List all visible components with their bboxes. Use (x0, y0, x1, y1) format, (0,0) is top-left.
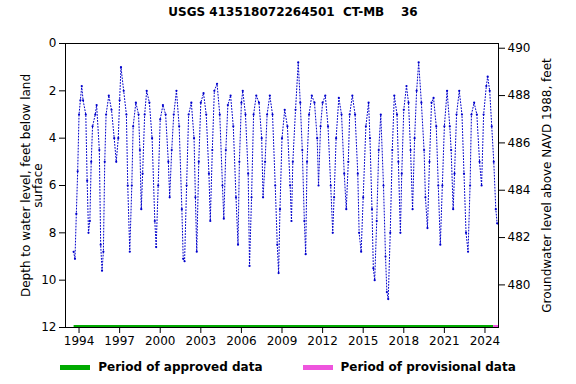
svg-text:2: 2 (49, 84, 57, 98)
svg-text:2000: 2000 (145, 334, 176, 348)
svg-text:1997: 1997 (104, 334, 135, 348)
svg-text:4: 4 (49, 131, 57, 145)
svg-text:2009: 2009 (267, 334, 298, 348)
svg-text:2015: 2015 (348, 334, 379, 348)
svg-text:8: 8 (49, 226, 57, 240)
html-text:Period of provisional data: Period of provisional data (340, 360, 516, 374)
svg-text:490: 490 (508, 41, 531, 55)
svg-text:480: 480 (508, 278, 531, 292)
svg-text:2006: 2006 (226, 334, 257, 348)
svg-text:0: 0 (49, 36, 57, 50)
svg-text:10: 10 (41, 273, 56, 287)
html-text:Period of approved data: Period of approved data (98, 360, 263, 374)
svg-text:2018: 2018 (389, 334, 420, 348)
svg-text:482: 482 (508, 230, 531, 244)
svg-text:2003: 2003 (186, 334, 217, 348)
svg-text:488: 488 (508, 88, 531, 102)
html-text:USGS 413518072264501 CT-MB 36: USGS 413518072264501 CT-MB 36 (168, 5, 418, 19)
svg-text:2021: 2021 (429, 334, 460, 348)
svg-text:1994: 1994 (64, 334, 95, 348)
svg-text:2024: 2024 (470, 334, 501, 348)
svg-text:484: 484 (508, 183, 531, 197)
svg-text:Depth to water level, feet bel: Depth to water level, feet below landsur… (19, 74, 45, 297)
svg-text:6: 6 (49, 178, 57, 192)
svg-text:486: 486 (508, 136, 531, 150)
svg-text:12: 12 (41, 320, 56, 334)
svg-text:Groundwater level above NAVD 1: Groundwater level above NAVD 1988, feet (540, 58, 554, 313)
svg-text:2012: 2012 (307, 334, 338, 348)
